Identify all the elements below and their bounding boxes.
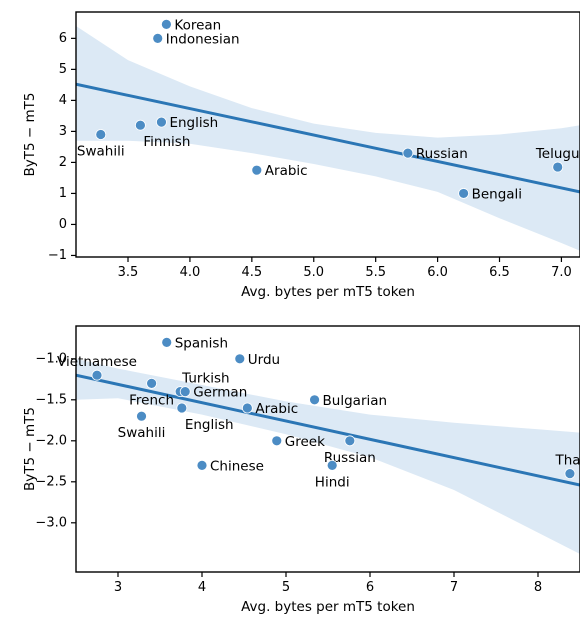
data-label: Bulgarian [323, 393, 388, 409]
x-tick-label: 6.5 [489, 265, 510, 280]
data-label: Arabic [265, 163, 308, 179]
x-tick-label: 6 [366, 580, 374, 595]
y-tick-label: −1 [48, 248, 67, 263]
x-tick-label: 6.0 [427, 265, 448, 280]
data-point [134, 119, 146, 131]
data-point [176, 402, 188, 414]
data-label: Indonesian [166, 31, 240, 47]
y-tick-label: 4 [59, 93, 67, 108]
data-label: Arabic [255, 401, 298, 417]
regression-line [76, 373, 580, 487]
x-tick-label: 4 [198, 580, 206, 595]
data-point [241, 402, 253, 414]
y-tick-label: 2 [59, 155, 67, 170]
data-point [564, 468, 576, 480]
x-tick-label: 5 [282, 580, 290, 595]
data-point [179, 386, 191, 398]
regression-line [76, 82, 580, 194]
data-point [309, 394, 320, 406]
plot-frame [75, 325, 580, 573]
x-tick-label: 5.5 [365, 265, 386, 280]
data-point [146, 377, 158, 389]
x-tick-label: 5.0 [303, 265, 324, 280]
y-axis-label: ByT5 − mT5 [22, 407, 38, 491]
data-label: Korean [174, 17, 221, 33]
data-label: English [185, 417, 234, 433]
data-point [196, 459, 208, 471]
x-tick-label: 4.5 [241, 265, 262, 280]
data-label: Swahili [118, 425, 166, 441]
data-label: French [129, 392, 174, 408]
data-label: Turkish [181, 371, 229, 387]
data-point [161, 336, 173, 348]
x-tick-label: 7 [450, 580, 458, 595]
y-tick-label: 3 [59, 124, 67, 139]
x-tick-label: 4.0 [180, 265, 201, 280]
y-axis-label: ByT5 − mT5 [22, 93, 38, 177]
data-point [552, 161, 564, 173]
x-tick-label: 8 [534, 580, 542, 595]
data-point [91, 369, 103, 381]
data-point [160, 19, 172, 30]
y-tick-label: −1.5 [35, 392, 67, 407]
y-tick-label: 1 [59, 186, 67, 201]
data-label: Russian [416, 146, 468, 162]
y-tick-label: −3.0 [35, 515, 67, 530]
y-tick-label: 0 [59, 217, 67, 232]
data-point [251, 164, 263, 176]
y-tick-label: −2.5 [35, 474, 67, 489]
data-label: Hindi [315, 474, 350, 490]
data-label: Swahili [77, 144, 125, 160]
data-point [234, 353, 246, 365]
data-point [152, 32, 164, 44]
data-label: German [193, 385, 247, 401]
data-label: Thai [555, 453, 580, 469]
y-tick-label: −2.0 [35, 433, 67, 448]
data-point [458, 188, 469, 199]
x-axis-label: Avg. bytes per mT5 token [241, 284, 415, 300]
data-label: Greek [285, 434, 325, 450]
data-label: Chinese [210, 458, 264, 474]
chart-2: Spanish Urdu Vietnamese French TurkishGerman… [22, 325, 580, 615]
data-label: Telugu [535, 146, 580, 162]
x-tick-label: 3.5 [118, 265, 139, 280]
plot-frame [75, 11, 580, 258]
data-label: Spanish [175, 335, 228, 351]
data-point [326, 459, 338, 471]
data-point [344, 435, 356, 447]
data-point [402, 147, 414, 159]
data-label: Russian [324, 450, 376, 466]
data-point [95, 129, 107, 140]
data-point [156, 116, 167, 128]
x-tick-label: 7.0 [551, 265, 572, 280]
data-label: English [169, 115, 218, 131]
data-label: Vietnamese [57, 354, 137, 370]
confidence-band [76, 358, 580, 554]
data-label: Finnish [143, 134, 190, 150]
y-tick-label: −1.0 [35, 351, 67, 366]
data-point [136, 410, 147, 422]
data-label: Urdu [248, 352, 280, 368]
data-label: Bengali [472, 186, 522, 202]
y-tick-label: 5 [59, 62, 67, 77]
x-tick-label: 3 [114, 580, 122, 595]
data-point [271, 435, 283, 447]
x-axis-label: Avg. bytes per mT5 token [241, 599, 415, 615]
y-tick-label: 6 [59, 31, 67, 46]
